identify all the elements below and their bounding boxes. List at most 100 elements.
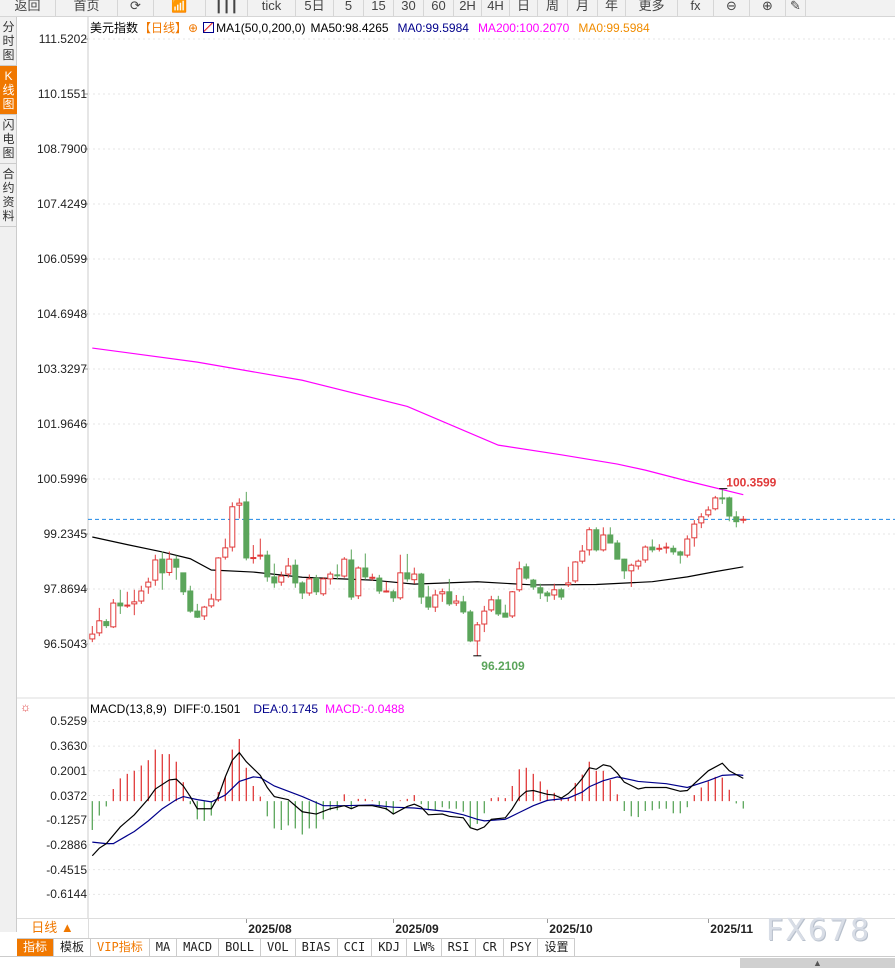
ma0-value: MA0:99.5984: [397, 20, 469, 35]
sidebar-tab-3[interactable]: 合约资料: [0, 164, 17, 227]
candle: [222, 538, 229, 560]
candle: [397, 554, 404, 600]
date-tick: [393, 919, 395, 923]
candle-body: [705, 509, 712, 516]
candle: [488, 595, 495, 612]
candle: [572, 561, 579, 583]
indicator-tab-macd[interactable]: MACD: [177, 939, 220, 957]
toolbar-item-月[interactable]: 月: [568, 0, 598, 16]
toolbar-home-icon[interactable]: 首页: [56, 0, 118, 16]
candle-body: [103, 621, 110, 627]
toolbar-item-年[interactable]: 年: [598, 0, 626, 16]
settings-sun-icon[interactable]: ☼: [20, 700, 31, 714]
candle-body: [586, 529, 593, 551]
candle: [166, 551, 173, 576]
candle: [425, 585, 432, 610]
candle: [215, 557, 222, 602]
candle: [516, 561, 523, 592]
indicator-tab-kdj[interactable]: KDJ: [372, 939, 407, 957]
candle-body: [712, 497, 719, 510]
toolbar-item-5[interactable]: 5: [334, 0, 364, 16]
candle-body: [656, 547, 663, 550]
symbol-name: 美元指数: [90, 21, 139, 35]
sidebar-tab-0[interactable]: 分时图: [0, 17, 17, 66]
toolbar-function-icon[interactable]: fx: [678, 0, 714, 16]
toolbar-item-tick[interactable]: tick: [248, 0, 296, 16]
indicator-tab-设置[interactable]: 设置: [538, 939, 576, 957]
toolbar-candlestick-icon[interactable]: ┃┃┃: [206, 0, 248, 16]
macd-name[interactable]: MACD(13,8,9): [90, 702, 167, 716]
candle: [705, 506, 712, 518]
toolbar-item-周[interactable]: 周: [538, 0, 568, 16]
indicator-tab-rsi[interactable]: RSI: [442, 939, 477, 957]
indicator-chart-icon[interactable]: [203, 22, 215, 33]
candle-body: [733, 516, 740, 523]
toolbar-zoom-in-icon[interactable]: ⊕: [750, 0, 786, 16]
toolbar-item-2H[interactable]: 2H: [454, 0, 482, 16]
candle: [229, 502, 236, 552]
indicator-tab-模板[interactable]: 模板: [54, 939, 92, 957]
candle-body: [313, 577, 320, 593]
candle-body: [89, 633, 96, 640]
toolbar-zoom-out-icon[interactable]: ⊖: [714, 0, 750, 16]
candle-body: [558, 589, 565, 598]
indicator-tab-cr[interactable]: CR: [476, 939, 504, 957]
candle: [250, 545, 257, 564]
candle-body: [292, 564, 299, 584]
add-icon[interactable]: ⊕: [188, 20, 199, 35]
candle-body: [369, 576, 376, 579]
candle: [432, 589, 439, 612]
candle-body: [383, 590, 390, 593]
candle: [138, 585, 145, 604]
ma-indicator-name[interactable]: MA1(50,0,200,0): [216, 20, 306, 35]
indicator-tab-ma[interactable]: MA: [150, 939, 178, 957]
toolbar-draw-icon[interactable]: ✎: [786, 0, 806, 16]
toolbar-item-60[interactable]: 60: [424, 0, 454, 16]
period-selector[interactable]: 日线 ▲: [17, 918, 89, 938]
toolbar-menu-icon[interactable]: 更多: [626, 0, 678, 16]
indicator-tab-boll[interactable]: BOLL: [219, 939, 261, 957]
candle: [208, 593, 215, 608]
indicator-tab-cci[interactable]: CCI: [338, 939, 373, 957]
toolbar-refresh-icon[interactable]: ⟳: [118, 0, 154, 16]
indicator-tab-bias[interactable]: BIAS: [296, 939, 338, 957]
sidebar-tab-2[interactable]: 闪电图: [0, 115, 17, 164]
candle-body: [572, 561, 579, 582]
toolbar-back-arrow-icon[interactable]: 返回: [0, 0, 56, 16]
candle-body: [467, 611, 474, 642]
candle: [313, 574, 320, 596]
toolbar-item-30[interactable]: 30: [394, 0, 424, 16]
scrollbar-thumb[interactable]: ▲: [740, 958, 895, 968]
indicator-tab-vol[interactable]: VOL: [261, 939, 296, 957]
candle-body: [152, 559, 159, 581]
price-tick-label: 108.7900: [36, 141, 87, 156]
toolbar: 返回 首页 ⟳ 📶 ┃┃┃ tick 5日 5 15 30 60 2H 4H 日周月年更多 fx ⊖ ⊕ ✎: [0, 0, 895, 17]
toolbar-item-15[interactable]: 15: [364, 0, 394, 16]
indicator-tab-vip指标[interactable]: VIP指标: [91, 939, 150, 957]
candle: [201, 605, 208, 620]
candle: [362, 553, 369, 580]
toolbar-item-5日[interactable]: 5日: [296, 0, 334, 16]
candle-body: [306, 578, 313, 594]
macd-tick-label: -0.6144: [46, 887, 87, 902]
candle-body: [509, 591, 516, 617]
indicator-tab-指标[interactable]: 指标: [17, 939, 55, 957]
candle: [551, 583, 558, 600]
candle-body: [579, 550, 586, 562]
indicator-tab-lw%[interactable]: LW%: [407, 939, 442, 957]
toolbar-item-4H[interactable]: 4H: [482, 0, 510, 16]
toolbar-item-日[interactable]: 日: [510, 0, 538, 16]
sidebar-tab-1[interactable]: K线图: [0, 66, 17, 115]
candle-body: [530, 579, 537, 588]
candle-body: [481, 610, 488, 625]
candle: [642, 545, 649, 563]
macd-dea: DEA:0.1745: [253, 702, 319, 716]
candle-body: [208, 598, 215, 607]
candle: [481, 605, 488, 633]
candle: [418, 572, 425, 604]
candle: [271, 563, 278, 588]
indicator-tab-psy[interactable]: PSY: [504, 939, 539, 957]
candle-body: [453, 600, 460, 604]
toolbar-indicator-chart-icon[interactable]: 📶: [154, 0, 206, 16]
